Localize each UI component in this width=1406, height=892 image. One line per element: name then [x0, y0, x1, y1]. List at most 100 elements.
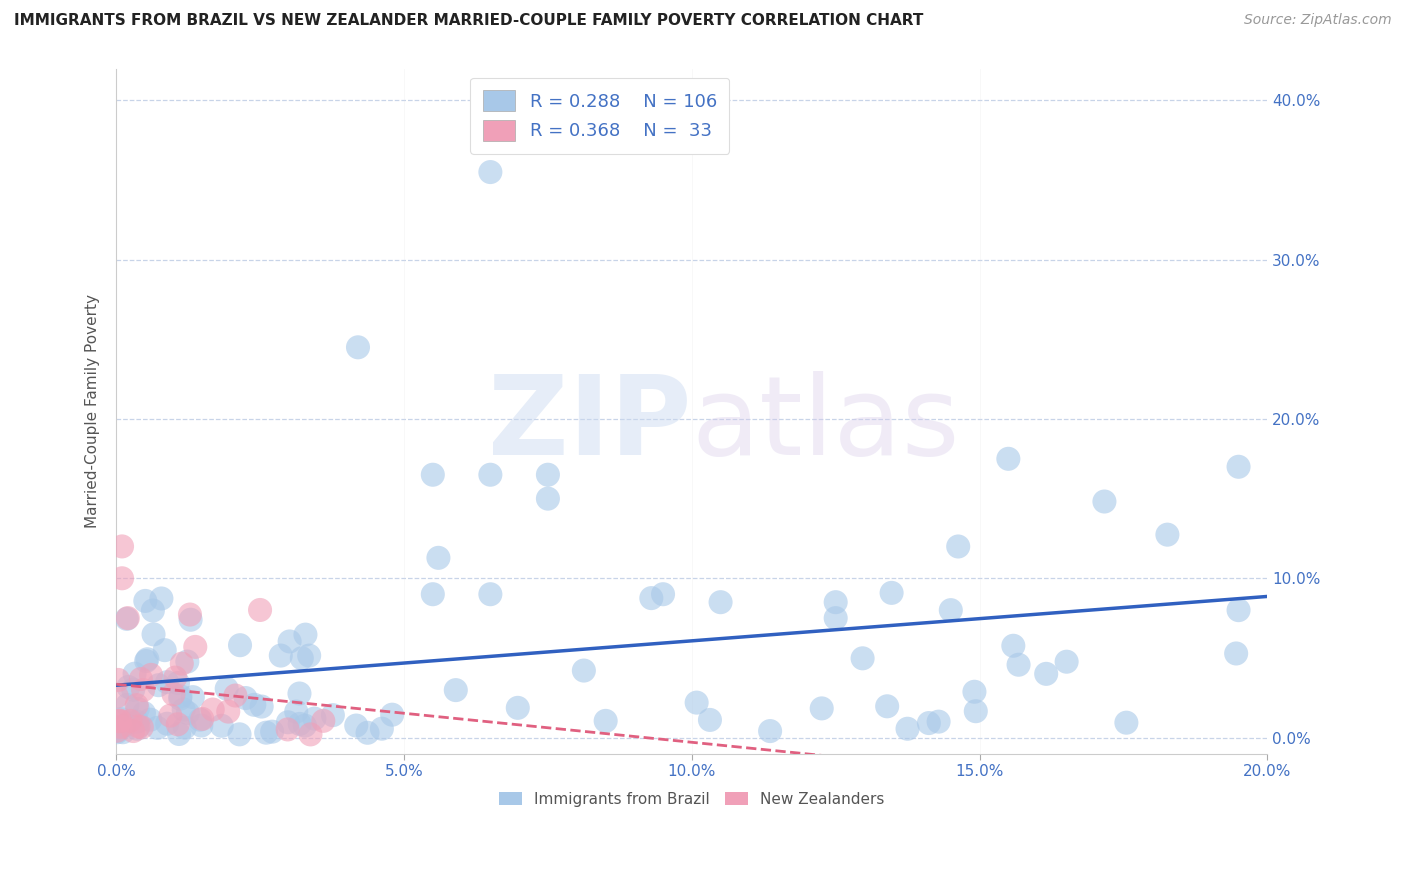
Point [422, 467, 444, 482]
Point [181, 690, 204, 705]
Point [132, 706, 155, 720]
Point [479, 467, 502, 482]
Point [177, 706, 200, 720]
Point [278, 634, 301, 648]
Point [479, 587, 502, 601]
Point [124, 666, 146, 681]
Text: ZIP: ZIP [488, 371, 692, 478]
Point [224, 689, 246, 703]
Point [190, 718, 212, 732]
Point [444, 683, 467, 698]
Point [810, 701, 832, 715]
Point [217, 705, 239, 719]
Point [710, 595, 733, 609]
Point [1007, 657, 1029, 672]
Point [111, 540, 134, 554]
Point [184, 640, 207, 654]
Point [135, 654, 157, 668]
Point [1094, 494, 1116, 508]
Point [344, 718, 367, 732]
Point [105, 690, 128, 704]
Point [173, 721, 195, 735]
Point [115, 612, 138, 626]
Point [1227, 459, 1250, 474]
Point [356, 725, 378, 739]
Point [107, 714, 129, 728]
Point [249, 603, 271, 617]
Point [107, 673, 129, 687]
Point [288, 686, 311, 700]
Point [235, 691, 257, 706]
Point [142, 603, 165, 617]
Point [127, 702, 149, 716]
Point [288, 717, 311, 731]
Point [165, 671, 187, 685]
Point [759, 724, 782, 739]
Point [110, 720, 132, 734]
Point [136, 652, 159, 666]
Point [1056, 655, 1078, 669]
Point [122, 724, 145, 739]
Point [880, 586, 903, 600]
Point [120, 714, 142, 728]
Point [125, 698, 148, 712]
Point [262, 724, 284, 739]
Point [479, 165, 502, 179]
Point [243, 698, 266, 712]
Point [122, 682, 145, 697]
Point [1225, 647, 1247, 661]
Point [918, 716, 941, 731]
Point [117, 698, 139, 712]
Point [179, 607, 201, 622]
Point [294, 718, 316, 732]
Point [127, 714, 149, 729]
Point [928, 714, 950, 729]
Point [427, 550, 450, 565]
Point [685, 696, 707, 710]
Point [1115, 715, 1137, 730]
Point [211, 719, 233, 733]
Point [824, 611, 846, 625]
Point [159, 708, 181, 723]
Point [107, 723, 129, 738]
Point [105, 725, 128, 739]
Point [537, 491, 560, 506]
Point [167, 676, 190, 690]
Point [114, 718, 136, 732]
Point [595, 714, 617, 728]
Point [322, 708, 344, 723]
Point [127, 719, 149, 733]
Point [270, 648, 292, 663]
Point [250, 699, 273, 714]
Point [422, 587, 444, 601]
Point [294, 627, 316, 641]
Point [134, 594, 156, 608]
Point [291, 651, 314, 665]
Point [188, 713, 211, 727]
Point [169, 690, 191, 704]
Point [1227, 603, 1250, 617]
Text: Source: ZipAtlas.com: Source: ZipAtlas.com [1244, 13, 1392, 28]
Point [939, 603, 962, 617]
Point [228, 727, 250, 741]
Point [111, 571, 134, 585]
Point [132, 683, 155, 698]
Point [1156, 527, 1178, 541]
Point [381, 707, 404, 722]
Point [162, 687, 184, 701]
Text: IMMIGRANTS FROM BRAZIL VS NEW ZEALANDER MARRIED-COUPLE FAMILY POVERTY CORRELATIO: IMMIGRANTS FROM BRAZIL VS NEW ZEALANDER … [14, 13, 924, 29]
Point [176, 655, 198, 669]
Point [948, 540, 970, 554]
Point [139, 668, 162, 682]
Point [304, 712, 326, 726]
Point [572, 664, 595, 678]
Point [876, 699, 898, 714]
Point [169, 691, 191, 706]
Point [852, 651, 875, 665]
Point [108, 714, 131, 729]
Point [105, 723, 128, 738]
Point [299, 727, 322, 741]
Point [180, 613, 202, 627]
Point [997, 451, 1019, 466]
Point [537, 467, 560, 482]
